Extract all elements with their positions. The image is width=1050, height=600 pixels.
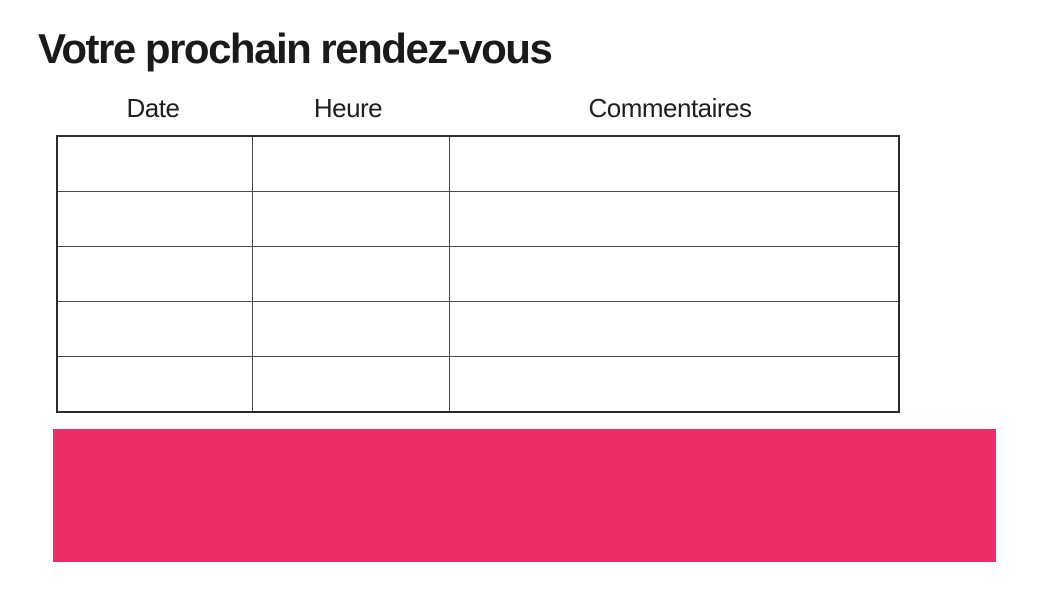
table-row bbox=[56, 135, 900, 192]
table-cell bbox=[449, 356, 900, 413]
highlight-bar bbox=[53, 429, 996, 562]
table-row bbox=[56, 191, 900, 247]
table-cell bbox=[252, 246, 450, 302]
table-cell bbox=[56, 191, 253, 247]
table-cell bbox=[449, 246, 900, 302]
table-cell bbox=[449, 191, 900, 247]
table-cell bbox=[449, 301, 900, 357]
appointments-table bbox=[56, 135, 900, 413]
table-header-row: Date Heure Commentaires bbox=[56, 93, 894, 124]
column-header-date: Date bbox=[126, 93, 180, 123]
page-title: Votre prochain rendez-vous bbox=[38, 25, 553, 72]
column-header-heure: Heure bbox=[313, 93, 383, 123]
table-cell bbox=[252, 301, 450, 357]
table-cell bbox=[56, 301, 253, 357]
table-row bbox=[56, 356, 900, 413]
table-cell bbox=[252, 191, 450, 247]
table-row bbox=[56, 301, 900, 357]
column-header-commentaires: Commentaires bbox=[588, 93, 752, 123]
table-cell bbox=[56, 246, 253, 302]
table-cell bbox=[56, 135, 253, 192]
table-cell bbox=[449, 135, 900, 192]
table-cell bbox=[252, 356, 450, 413]
table-cell bbox=[252, 135, 450, 192]
table-cell bbox=[56, 356, 253, 413]
appointments-table-body bbox=[56, 135, 900, 413]
table-row bbox=[56, 246, 900, 302]
